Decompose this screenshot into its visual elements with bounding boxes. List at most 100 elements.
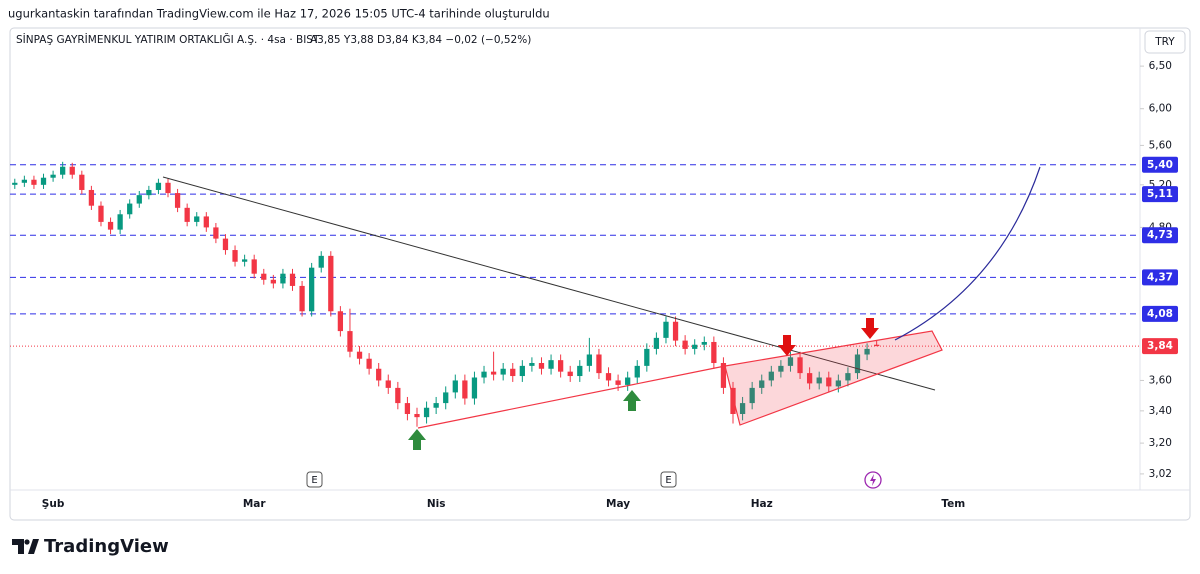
candle-body bbox=[481, 371, 487, 378]
x-tick-label: Haz bbox=[751, 498, 773, 510]
brand-logo bbox=[12, 539, 39, 554]
price-tag-label: 4,08 bbox=[1147, 308, 1173, 320]
candle-body bbox=[136, 195, 142, 204]
candle-body bbox=[806, 373, 813, 384]
candle-body bbox=[845, 373, 851, 381]
price-tag bbox=[1142, 227, 1178, 244]
candle-body bbox=[261, 273, 267, 280]
candle-body bbox=[577, 365, 583, 377]
candle-body bbox=[692, 344, 698, 349]
candle-body bbox=[194, 216, 200, 222]
candle-body bbox=[625, 377, 631, 385]
candle-body bbox=[768, 371, 774, 381]
candle-body bbox=[107, 221, 114, 230]
event-label[interactable]: E bbox=[311, 475, 317, 486]
price-tag-label: 3,84 bbox=[1147, 340, 1173, 352]
trend-line bbox=[162, 176, 936, 391]
candle-body bbox=[874, 344, 880, 347]
wedge bbox=[724, 330, 943, 426]
candle-body bbox=[356, 351, 363, 359]
price-tag bbox=[1142, 305, 1178, 322]
candle-body bbox=[347, 331, 353, 352]
candle-body bbox=[423, 407, 430, 418]
price-tag bbox=[1142, 186, 1178, 203]
candle-body bbox=[586, 354, 592, 366]
event-badge[interactable] bbox=[660, 471, 677, 488]
candle-body bbox=[50, 174, 56, 178]
candle-body bbox=[280, 273, 286, 284]
price-tag bbox=[1142, 156, 1178, 173]
currency-button[interactable] bbox=[1144, 30, 1186, 54]
event-badge[interactable] bbox=[306, 471, 323, 488]
candle-body bbox=[529, 363, 535, 366]
price-tag-label: 5,40 bbox=[1147, 159, 1173, 171]
candle-body bbox=[79, 174, 85, 190]
up-arrow bbox=[623, 390, 641, 411]
up-arrow bbox=[408, 429, 426, 450]
candle-body bbox=[443, 392, 449, 404]
candle-body bbox=[653, 337, 660, 349]
candle-body bbox=[395, 387, 401, 404]
x-tick-label: Mar bbox=[243, 498, 267, 510]
candle-body bbox=[165, 182, 171, 194]
candle-body bbox=[644, 348, 650, 366]
candle-body bbox=[127, 203, 133, 215]
price-tag-label: 4,73 bbox=[1147, 229, 1173, 241]
projection-curve bbox=[894, 166, 1041, 341]
candle-body bbox=[376, 368, 382, 381]
candle-body bbox=[31, 179, 37, 185]
x-tick-label: May bbox=[606, 498, 630, 510]
candle-body bbox=[146, 189, 152, 196]
candle-body bbox=[835, 380, 841, 387]
candle-body bbox=[538, 363, 545, 369]
candle-body bbox=[299, 285, 305, 312]
candle-body bbox=[60, 166, 66, 175]
candle-body bbox=[289, 273, 296, 286]
y-tick-label: 3,02 bbox=[1149, 468, 1172, 480]
candle-body bbox=[471, 377, 478, 399]
candle-body bbox=[98, 205, 104, 222]
candle-body bbox=[270, 279, 276, 284]
candle-body bbox=[213, 227, 219, 239]
price-tag bbox=[1142, 338, 1178, 355]
candle-body bbox=[854, 354, 861, 374]
down-arrow bbox=[861, 318, 879, 339]
event-label[interactable]: E bbox=[665, 475, 671, 486]
x-tick-label: Nis bbox=[427, 498, 446, 510]
candle-body bbox=[318, 255, 324, 268]
price-tag-label: 4,37 bbox=[1147, 271, 1173, 283]
price-tag bbox=[1142, 269, 1178, 286]
candle-body bbox=[241, 259, 248, 262]
candle-body bbox=[414, 413, 420, 418]
currency[interactable]: TRY bbox=[1154, 36, 1175, 48]
candle-body bbox=[40, 177, 47, 185]
y-tick-label: 5,60 bbox=[1149, 139, 1172, 151]
ohlc-legend: A3,85 Y3,88 D3,84 K3,84 −0,02 (−0,52%) bbox=[310, 34, 531, 46]
candle-body bbox=[663, 321, 669, 338]
candle-body bbox=[519, 365, 525, 377]
candle-body bbox=[615, 380, 621, 385]
candle-body bbox=[864, 348, 870, 355]
candle-body bbox=[548, 360, 554, 369]
candle-body bbox=[203, 216, 209, 228]
candle-body bbox=[155, 182, 162, 190]
candle-body bbox=[490, 371, 497, 375]
candle-body bbox=[797, 357, 803, 374]
candle-body bbox=[174, 193, 181, 208]
candle-body bbox=[787, 357, 794, 366]
price-tag-label: 5,11 bbox=[1147, 188, 1173, 200]
brand: TradingView bbox=[44, 536, 169, 557]
candle-body bbox=[12, 182, 18, 185]
candle-body bbox=[222, 238, 229, 251]
candle-body bbox=[720, 363, 727, 388]
candle-body bbox=[366, 358, 372, 369]
candle-body bbox=[433, 403, 439, 408]
candle-body bbox=[634, 365, 640, 378]
down-arrow bbox=[778, 335, 796, 356]
candle-body bbox=[739, 403, 746, 414]
candle-body bbox=[385, 380, 391, 388]
candle-body bbox=[759, 380, 765, 388]
attribution: ugurkantaskin tarafından TradingView.com… bbox=[8, 7, 550, 21]
candle-body bbox=[682, 340, 688, 349]
candle-body bbox=[462, 380, 468, 399]
